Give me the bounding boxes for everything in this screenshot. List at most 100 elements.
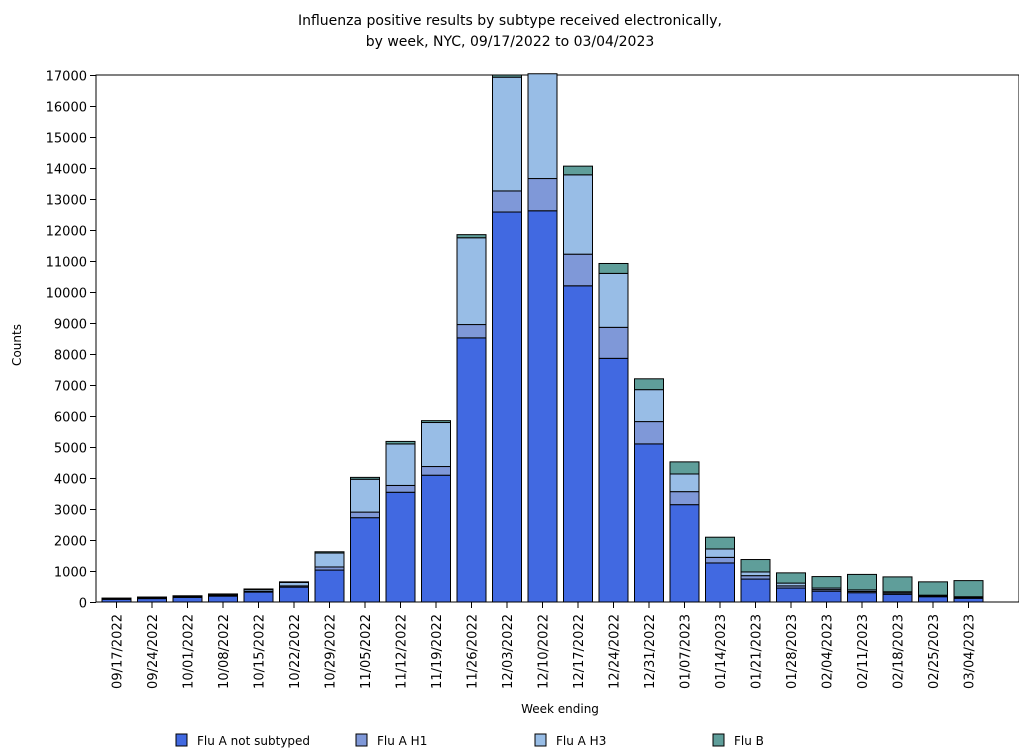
x-tick-label: 11/19/2022 [430, 614, 445, 689]
legend-label: Flu A H1 [377, 734, 427, 748]
x-tick-label: 03/04/2023 [963, 614, 978, 689]
legend-swatch [534, 733, 547, 747]
bar-segment [421, 420, 451, 424]
bar-segment [314, 552, 345, 568]
x-tick-label: 02/11/2023 [856, 614, 871, 689]
bar-segment [492, 76, 522, 192]
y-tick-label: 9000 [54, 318, 87, 333]
bar-segment [847, 573, 877, 591]
plot-area: 0 1000 2000 3000 4000 5000 6000 7000 8000 9000 100… [46, 70, 1019, 689]
x-tick-label: 10/08/2022 [217, 614, 232, 689]
bar-segment [669, 461, 700, 475]
bar-segment [101, 597, 132, 600]
x-tick-label: 11/05/2022 [359, 614, 374, 689]
bar-segment [456, 337, 487, 603]
y-tick-label: 16000 [46, 101, 87, 116]
bar-segment [350, 476, 380, 480]
x-tick-label: 10/15/2022 [253, 614, 268, 689]
bar-segment [350, 511, 380, 519]
x-tick-label: 01/28/2023 [785, 614, 800, 689]
y-tick-label: 3000 [54, 504, 87, 519]
bar-segment [314, 551, 345, 554]
bar-segment [456, 324, 487, 339]
x-tick-label: 01/21/2023 [750, 614, 765, 689]
bar-segment [492, 190, 522, 213]
bar-segment [705, 556, 735, 564]
x-tick-label: 01/14/2023 [714, 614, 729, 689]
bar-segment [953, 580, 984, 598]
y-tick-label: 13000 [46, 194, 87, 209]
x-tick-label: 10/01/2022 [182, 614, 197, 689]
x-tick-label: 10/29/2022 [324, 614, 339, 689]
x-tick-label: 01/07/2023 [679, 614, 694, 689]
bar-segment [598, 326, 629, 359]
bar-segment [918, 596, 948, 603]
bar-segment [634, 378, 664, 391]
x-tick-label: 12/31/2022 [643, 614, 658, 689]
bar-segment [740, 578, 771, 603]
x-tick-label: 09/17/2022 [111, 614, 126, 689]
bar-segment [563, 253, 593, 287]
x-tick-label: 09/24/2022 [146, 614, 161, 689]
bar-segment [314, 569, 345, 603]
bar-segment [208, 593, 238, 595]
bar-segment [669, 504, 700, 603]
bar-segment [350, 517, 380, 603]
x-axis-label: Week ending [521, 702, 599, 716]
bar-segment [811, 590, 842, 603]
bar-segment [776, 572, 806, 584]
bar-segment [279, 581, 309, 587]
bar-segment [385, 484, 416, 493]
bar-segment [385, 491, 416, 603]
x-tick-label: 02/04/2023 [821, 614, 836, 689]
bar-segment [918, 581, 948, 596]
x-tick-label: 02/25/2023 [927, 614, 942, 689]
bar-segment [385, 440, 416, 445]
bar-segment [705, 536, 735, 550]
bar-segment [705, 548, 735, 558]
y-tick-label: 2000 [54, 535, 87, 550]
bar-segment [740, 559, 771, 573]
bar-segment [740, 571, 771, 577]
bar-segment [563, 165, 593, 176]
y-tick-label: 11000 [46, 256, 87, 271]
legend-swatch [712, 733, 725, 747]
x-tick-label: 12/10/2022 [537, 614, 552, 689]
bar-segment [527, 178, 558, 212]
bar-segment [492, 211, 522, 603]
bar-segment [776, 587, 806, 603]
bar-segment [634, 443, 664, 603]
y-tick-label: 10000 [46, 287, 87, 302]
bar-segment [598, 262, 629, 274]
chart-title-line2: by week, NYC, 09/17/2022 to 03/04/2023 [366, 34, 655, 50]
y-tick-label: 17000 [46, 70, 87, 85]
x-tick-label: 12/03/2022 [501, 614, 516, 689]
y-tick-label: 4000 [54, 473, 87, 488]
bar-segment [279, 581, 309, 583]
y-tick-label: 15000 [46, 132, 87, 147]
y-tick-label: 8000 [54, 349, 87, 364]
bar-segment [705, 562, 735, 603]
bar-segment [953, 597, 984, 603]
bar-segment [847, 592, 877, 603]
bar-segment [527, 210, 558, 603]
bar-segment [882, 593, 913, 603]
y-tick-label: 5000 [54, 442, 87, 457]
bar-segment [243, 591, 274, 603]
legend-swatch [175, 733, 188, 747]
bar-segment [563, 285, 593, 603]
bar-segment [350, 478, 380, 513]
y-tick-label: 0 [79, 597, 87, 612]
bar-segment [385, 443, 416, 486]
y-tick-label: 6000 [54, 411, 87, 426]
chart-title-line1: Influenza positive results by subtype re… [298, 13, 722, 29]
y-tick-label: 12000 [46, 225, 87, 240]
bar-segment [882, 576, 913, 593]
bar-segment [137, 596, 167, 599]
x-tick-label: 11/12/2022 [395, 614, 410, 689]
bar-segment [669, 491, 700, 506]
bar-segment [527, 73, 558, 180]
bar-segment [669, 473, 700, 493]
bar-segment [172, 595, 203, 597]
